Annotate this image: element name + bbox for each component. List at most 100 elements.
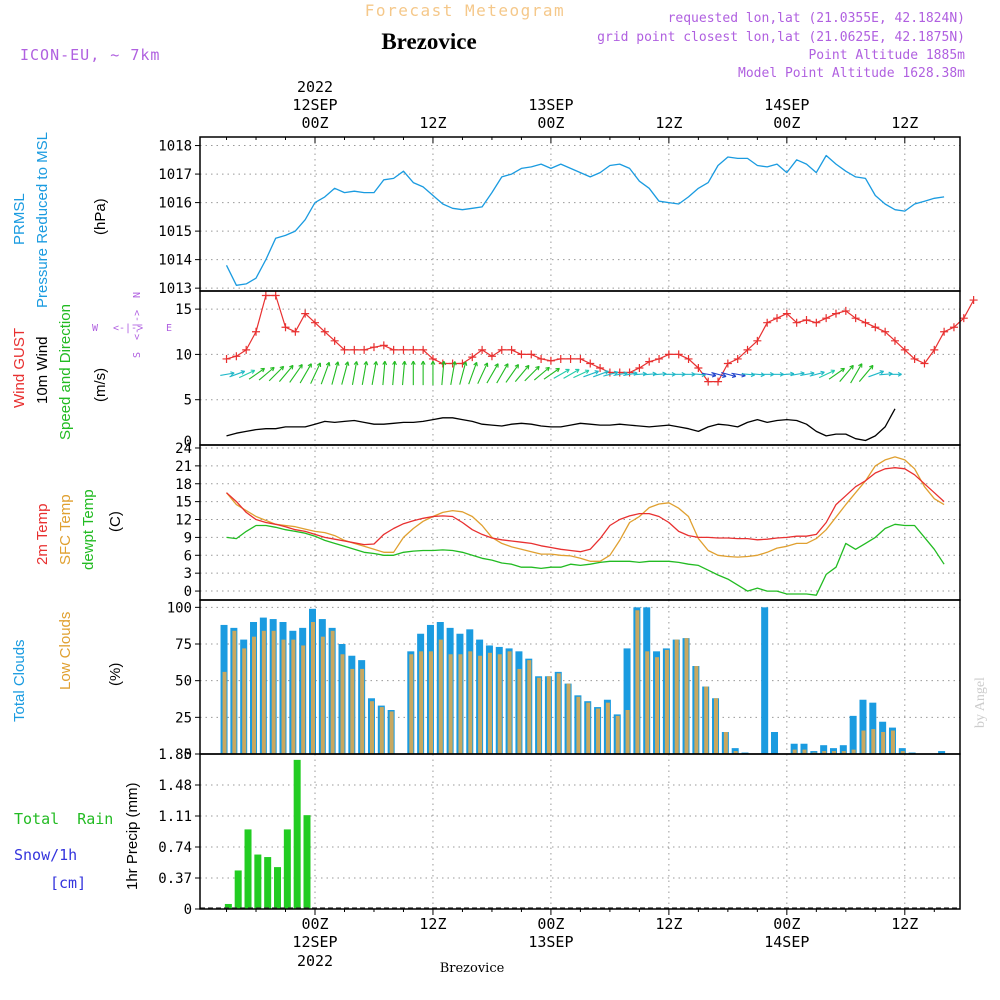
wind-arrow-head <box>373 361 379 366</box>
top-hour-label: 00Z <box>773 114 800 132</box>
low-clouds-bar <box>360 668 365 754</box>
temp-tick-label: 18 <box>175 477 192 493</box>
wind-arrow-head <box>722 373 727 378</box>
gust-marker <box>802 315 811 324</box>
low-clouds-bar <box>881 732 886 754</box>
wind-arrow <box>800 372 815 376</box>
temp-tick-label: 15 <box>175 495 192 511</box>
precip-tick-label: 1.48 <box>158 778 192 794</box>
gust-marker <box>910 354 919 363</box>
low-clouds-bar <box>635 610 640 754</box>
gust-marker <box>242 345 251 354</box>
panel-frame <box>199 753 961 910</box>
wind-arrow <box>268 365 285 382</box>
wind-arrow-head <box>382 360 388 366</box>
wind-arrow-head <box>494 363 499 368</box>
gust-marker <box>271 291 280 300</box>
wind-arrow <box>341 361 349 385</box>
gust-marker <box>252 327 261 336</box>
low-clouds-bar <box>487 652 492 754</box>
wind-arrow <box>496 363 509 384</box>
gust-marker <box>340 345 349 354</box>
gust-marker <box>261 291 270 300</box>
wind-arrow-head <box>430 360 436 365</box>
compass-south: S <box>132 352 143 358</box>
low-clouds-bar <box>615 715 620 754</box>
wind-arrow <box>468 362 478 385</box>
wind-arrow-head <box>325 361 331 367</box>
wind-arrow-head <box>869 364 874 370</box>
low-clouds-bar <box>822 751 827 754</box>
gust-marker <box>743 345 752 354</box>
gust-marker <box>674 350 683 359</box>
gust-marker <box>419 345 428 354</box>
gust-marker <box>369 343 378 352</box>
gust-marker <box>704 377 713 386</box>
wind-arrow-head <box>514 364 520 369</box>
wind-arrow <box>573 369 590 379</box>
gust-marker <box>311 318 319 327</box>
pressure-tick-label: 1017 <box>158 167 192 183</box>
total-clouds-bar <box>771 732 779 754</box>
gust-marker <box>586 359 595 368</box>
gust-marker <box>350 345 359 354</box>
rain-bar <box>244 829 252 909</box>
data-layer <box>200 154 978 909</box>
low-clouds-bar <box>645 651 650 754</box>
gust-marker <box>320 327 329 336</box>
low-clouds-bar <box>831 751 836 754</box>
low-clouds-bar <box>723 732 728 754</box>
wind-arrow-head <box>555 367 560 373</box>
total-rain-label: Total Rain <box>14 810 113 828</box>
gust-marker <box>733 354 742 363</box>
wind-arrow-head <box>897 371 902 377</box>
wind-arrow <box>603 371 619 377</box>
wind-arrow <box>514 365 530 383</box>
compass-west: W <box>92 323 99 334</box>
snow-unit-label: [cm] <box>50 874 86 892</box>
low-clouds-bar <box>714 698 719 754</box>
low-clouds-bar <box>871 729 876 754</box>
bottom-date-label: 12SEP <box>292 933 337 951</box>
wind-arrow-head <box>545 366 550 372</box>
wind-arrow-head <box>535 365 540 371</box>
wind-arrow <box>331 361 339 385</box>
gust-marker <box>782 309 791 318</box>
low-clouds-bar <box>330 630 335 754</box>
gust-marker <box>379 341 388 350</box>
gust-marker <box>360 345 369 354</box>
wind-panel-labels: Wind GUST 10m Wind Speed and Direction (… <box>11 292 172 440</box>
clouds-tick-label: 100 <box>167 600 192 616</box>
low-clouds-bar <box>350 668 355 754</box>
wind-arrow-head <box>420 360 426 365</box>
top-hour-label: 12Z <box>419 114 446 132</box>
wind-arrow <box>289 364 303 383</box>
temp-unit-label: (C) <box>107 511 124 532</box>
pressure-tick-label: 1016 <box>158 196 192 212</box>
chart-title: Forecast Meteogram <box>365 1 565 20</box>
gust-marker <box>537 354 546 363</box>
gust-marker <box>949 323 958 332</box>
top-year-label: 2022 <box>297 78 333 96</box>
temp-2m-label: 2m Temp <box>34 504 51 565</box>
wind-arrow-head <box>298 364 303 369</box>
wind-arrow-head <box>334 361 340 366</box>
low-clouds-bar <box>655 657 660 754</box>
location-title: Brezovice <box>381 29 476 54</box>
wind-arrow-head <box>613 370 619 376</box>
wind-arrow-head <box>731 373 737 378</box>
bottom-hour-label: 12Z <box>655 915 682 933</box>
grid-layer <box>200 137 960 909</box>
temp-dewpt-line <box>226 523 945 596</box>
gust-marker <box>881 327 890 336</box>
temp-panel-labels: 2m Temp SFC Temp dewpt Temp (C) <box>34 489 124 570</box>
wind-arrow-head <box>410 360 416 365</box>
gust-marker <box>645 357 654 366</box>
low-clouds-bar <box>379 707 384 754</box>
prmsl-label: PRMSL <box>11 193 28 245</box>
low-clouds-bar <box>792 749 797 754</box>
low-clouds-bar <box>576 696 581 754</box>
wind-arrow-head <box>279 365 285 371</box>
gust-marker <box>330 336 339 345</box>
low-clouds-bar <box>242 648 247 754</box>
